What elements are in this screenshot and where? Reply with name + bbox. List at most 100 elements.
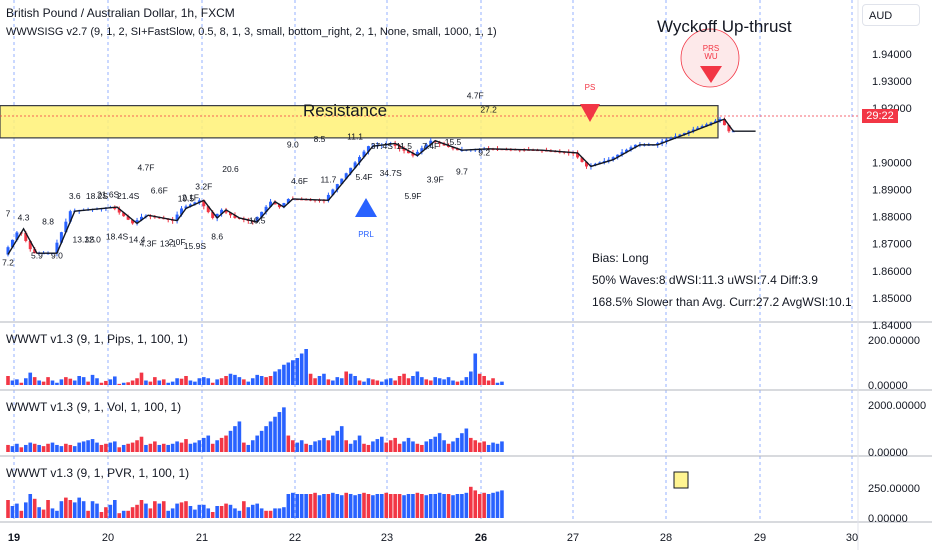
pips-bar (46, 377, 50, 385)
vol-bar (81, 441, 86, 452)
vol-bar (179, 442, 184, 452)
pips-bar (273, 371, 277, 385)
vol-bar (491, 442, 495, 452)
candle-body (260, 211, 264, 217)
candle-body (393, 143, 397, 146)
pvr-bar (451, 495, 455, 518)
vol-bar (268, 421, 273, 452)
candle-body (656, 143, 660, 145)
vol-bar (224, 435, 228, 452)
vol-bar (144, 444, 148, 452)
pvr-bar (90, 501, 95, 518)
pips-bar (411, 376, 415, 385)
price-axis[interactable]: 1.940001.930001.920001.900001.890001.880… (868, 49, 926, 525)
pips-bar (179, 378, 184, 385)
candle-body (269, 201, 273, 207)
pvr-bar (202, 504, 206, 518)
vol-bar (184, 439, 188, 452)
pvr-bar (77, 497, 81, 518)
pips-bar (237, 377, 242, 385)
pvr-bar (135, 504, 139, 518)
currency-selector[interactable]: AUD (862, 4, 920, 26)
pvr-bar (237, 510, 242, 518)
pips-bar (184, 376, 188, 385)
pvr-bar (188, 506, 193, 518)
vol-bar (95, 442, 99, 452)
pvr-bar (437, 492, 442, 518)
vol-bar (6, 444, 10, 452)
vol-bar (460, 433, 464, 452)
candle-body (188, 204, 192, 207)
vol-bar (86, 440, 90, 452)
vol-bar (59, 446, 64, 452)
pips-bar (117, 383, 122, 385)
pips-bar (353, 376, 357, 385)
vol-bar (437, 433, 442, 452)
candle-body (197, 200, 201, 203)
pips-bar (15, 379, 19, 385)
wave-zigzag (7, 118, 756, 255)
vol-bar (366, 444, 371, 452)
vol-bar (282, 407, 286, 452)
pvr-bar (371, 495, 375, 518)
candle-body (611, 157, 615, 160)
vol-bar (291, 440, 295, 452)
pvr-bar (326, 494, 331, 518)
vol-bar (308, 444, 313, 452)
pips-bar (250, 378, 255, 385)
vol-bar (108, 442, 113, 452)
vol-bar (64, 443, 68, 452)
vol-bar (335, 430, 340, 452)
candle-body (398, 145, 402, 149)
vertical-grid (13, 0, 853, 522)
vol-bar (188, 443, 193, 452)
pvr-bar (108, 504, 113, 518)
vol-bar (37, 444, 41, 452)
vol-bar (415, 443, 420, 452)
vol-bar (130, 442, 135, 452)
candle-body (6, 247, 10, 255)
candle-body (140, 216, 143, 221)
prl-triangle (355, 198, 377, 217)
vol-bar (121, 444, 126, 452)
pips-bar (166, 382, 170, 385)
pvr-bar (469, 486, 473, 518)
vol-bar (482, 441, 486, 452)
pvr-bar (500, 490, 504, 518)
vol-bar (28, 442, 33, 452)
pvr-bar (228, 504, 233, 518)
candle-body (420, 148, 424, 152)
pvr-bar (86, 510, 90, 518)
pvr-bar (68, 500, 73, 518)
pips-bar (500, 381, 504, 385)
price-tick-label: 1.88000 (872, 212, 912, 224)
pips-bar (286, 362, 291, 385)
pips-bar (375, 380, 380, 385)
pvr-bar (446, 494, 451, 518)
candle-body (709, 122, 713, 125)
pvr-bar (464, 492, 469, 518)
pvr-bar (388, 494, 393, 518)
vol-bar (242, 442, 246, 452)
wave-label: 9.0 (51, 251, 63, 261)
vol-bar (19, 447, 24, 452)
pips-bar (420, 377, 424, 385)
pips-bar (32, 377, 37, 385)
vol-bar (402, 441, 406, 452)
wave-label: 2.0F (169, 237, 186, 247)
vol-bar (357, 435, 362, 452)
time-axis[interactable]: 19 20 21 22 23 26 27 28 29 30 (8, 532, 858, 544)
pips-bar (161, 379, 166, 385)
time-tick-label: 19 (8, 532, 20, 544)
pvr-bar (224, 503, 228, 518)
wave-label: 8.6 (211, 232, 223, 242)
pips-bar (473, 353, 478, 385)
pips-bar (433, 377, 437, 385)
pvr-bar (24, 502, 28, 518)
vol-bar (246, 444, 251, 452)
pips-bar (77, 376, 81, 385)
pips-bar (428, 380, 433, 385)
pips-bar (24, 378, 28, 385)
pips-bar (264, 377, 268, 385)
